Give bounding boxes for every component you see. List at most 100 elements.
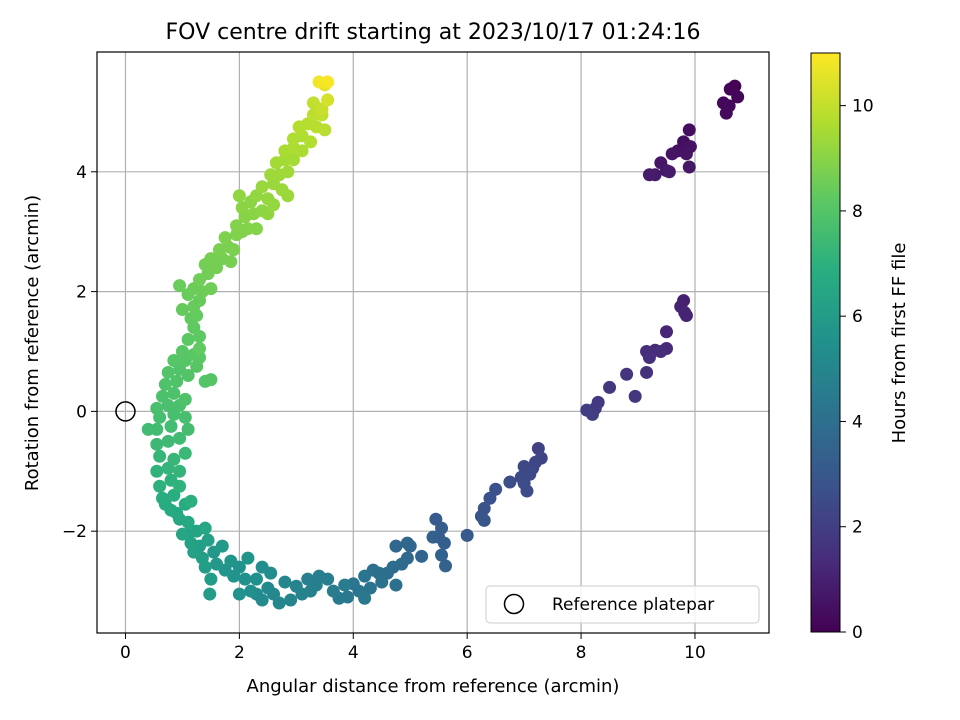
scatter-point (261, 581, 275, 595)
scatter-point (358, 591, 372, 605)
scatter-point (204, 282, 218, 296)
x-tick-label: 0 (120, 643, 131, 663)
scatter-point (520, 484, 534, 498)
scatter-point (175, 344, 189, 358)
plot-frame (96, 51, 770, 634)
colorbar-label: Hours from first FF file (889, 243, 910, 444)
scatter-point (218, 231, 232, 245)
scatter-point (255, 180, 269, 194)
colorbar-tick-label: 0 (852, 623, 863, 643)
scatter-point (173, 431, 187, 445)
scatter-point (363, 581, 377, 595)
scatter-point (232, 587, 246, 601)
x-ticks: 0 2 4 6 8 10 (120, 633, 706, 663)
legend-box (485, 585, 760, 624)
scatter-point (150, 422, 164, 436)
colorbar-tick-label: 4 (852, 412, 863, 432)
scatter-point (173, 279, 187, 293)
y-tick-label: 0 (76, 402, 87, 422)
scatter-point (181, 368, 195, 382)
scatter-point (161, 434, 175, 448)
scatter-point (281, 165, 295, 179)
scatter-point (241, 551, 255, 565)
scatter-point (230, 219, 244, 233)
scatter-point (184, 494, 198, 508)
scatter-point (281, 189, 295, 203)
scatter-point (620, 367, 634, 381)
legend-entry-reference: Reference platepar (552, 595, 714, 615)
scatter-point (181, 515, 195, 529)
scatter-point (249, 222, 263, 236)
scatter-point (503, 475, 517, 489)
scatter-point (603, 380, 617, 394)
scatter-point (204, 252, 218, 266)
x-tick-label: 6 (462, 643, 473, 663)
x-tick-label: 8 (576, 643, 587, 663)
reference-layer (115, 401, 136, 422)
scatter-point (150, 437, 164, 451)
scatter-point (326, 584, 340, 598)
colorbar-tick-label: 8 (852, 202, 863, 222)
scatter-point (238, 572, 252, 586)
scatter-point (659, 325, 673, 339)
scatter-point (204, 572, 218, 586)
scatter-point (181, 333, 195, 347)
scatter-point (679, 147, 693, 161)
scatter-point (155, 389, 169, 403)
scatter-point (719, 106, 733, 120)
scatter-point (167, 386, 181, 400)
colorbar: 0 2 4 6 8 10 Hours from first FF file (810, 52, 910, 643)
scatter-point (403, 539, 417, 553)
colorbar-tick-label: 2 (852, 518, 863, 538)
x-axis-label: Angular distance from reference (arcmin) (247, 676, 620, 697)
scatter-point (244, 584, 258, 598)
scatter-point (201, 533, 215, 547)
scatter-point (193, 350, 207, 364)
scatter-point (321, 75, 335, 89)
scatter-point (167, 353, 181, 367)
scatter-point (267, 198, 281, 212)
scatter-point (662, 165, 676, 179)
scatter-point (224, 255, 238, 269)
scatter-point (439, 559, 453, 573)
scatter-point (682, 123, 696, 137)
y-ticks: −2 0 2 4 (62, 163, 97, 542)
scatter-point (181, 422, 195, 436)
scatter-point (204, 373, 218, 387)
scatter-point (477, 513, 491, 527)
scatter-point (175, 527, 189, 541)
legend: Reference platepar (485, 585, 760, 624)
scatter-point (155, 491, 169, 505)
scatter-point (415, 549, 429, 563)
x-tick-label: 2 (234, 643, 245, 663)
scatter-point (198, 521, 212, 535)
scatter-point (210, 557, 224, 571)
colorbar-tick-label: 10 (852, 97, 874, 117)
scatter-point (289, 579, 303, 593)
scatter-point (358, 569, 372, 583)
scatter-point (426, 530, 440, 544)
scatter-point (321, 93, 335, 107)
scatter-point (232, 189, 246, 203)
scatter-point (150, 401, 164, 415)
x-tick-label: 4 (348, 643, 359, 663)
scatter-point (304, 135, 318, 149)
scatter-point (153, 479, 167, 493)
colorbar-tick-label: 6 (852, 307, 863, 327)
scatter-point (483, 491, 497, 505)
scatter-point (435, 548, 449, 562)
x-tick-label: 10 (684, 643, 706, 663)
scatter-point (678, 306, 692, 320)
scatter-point (654, 344, 668, 358)
scatter-point (318, 123, 332, 137)
scatter-point (203, 587, 217, 601)
y-tick-label: 4 (76, 163, 87, 183)
scatter-points (141, 75, 745, 610)
scatter-point (642, 350, 656, 364)
scatter-point (215, 539, 229, 553)
scatter-point (284, 593, 298, 607)
scatter-point (153, 449, 167, 463)
y-tick-label: 2 (76, 283, 87, 303)
scatter-point (682, 160, 696, 174)
